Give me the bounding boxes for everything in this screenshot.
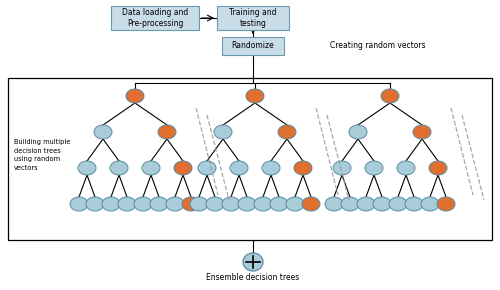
- Ellipse shape: [341, 197, 359, 211]
- Ellipse shape: [86, 197, 104, 211]
- Text: Creating random vectors: Creating random vectors: [330, 41, 426, 50]
- Text: Data loading and
Pre-processing: Data loading and Pre-processing: [122, 8, 188, 28]
- Ellipse shape: [389, 197, 407, 211]
- Ellipse shape: [333, 161, 351, 175]
- Ellipse shape: [118, 197, 136, 211]
- Bar: [8, 78, 492, 240]
- Text: Ensemble decision trees: Ensemble decision trees: [206, 273, 300, 282]
- Ellipse shape: [429, 161, 447, 175]
- Ellipse shape: [158, 125, 176, 139]
- Ellipse shape: [243, 253, 263, 271]
- Ellipse shape: [174, 161, 192, 175]
- Ellipse shape: [413, 125, 431, 139]
- Ellipse shape: [397, 161, 415, 175]
- Ellipse shape: [78, 161, 96, 175]
- Ellipse shape: [110, 161, 128, 175]
- Ellipse shape: [70, 197, 88, 211]
- Ellipse shape: [381, 89, 399, 103]
- Text: Building multiple
decision trees
using random
vectors: Building multiple decision trees using r…: [14, 139, 70, 171]
- Ellipse shape: [294, 161, 312, 175]
- Ellipse shape: [134, 197, 152, 211]
- Ellipse shape: [278, 125, 296, 139]
- FancyBboxPatch shape: [111, 6, 199, 30]
- Ellipse shape: [325, 197, 343, 211]
- Ellipse shape: [214, 125, 232, 139]
- Ellipse shape: [190, 197, 208, 211]
- Ellipse shape: [198, 161, 216, 175]
- FancyBboxPatch shape: [217, 6, 289, 30]
- Ellipse shape: [349, 125, 367, 139]
- Ellipse shape: [102, 197, 120, 211]
- Ellipse shape: [182, 197, 200, 211]
- Ellipse shape: [222, 197, 240, 211]
- Ellipse shape: [142, 161, 160, 175]
- Ellipse shape: [270, 197, 288, 211]
- Ellipse shape: [357, 197, 375, 211]
- Ellipse shape: [286, 197, 304, 211]
- Ellipse shape: [373, 197, 391, 211]
- Ellipse shape: [405, 197, 423, 211]
- Ellipse shape: [262, 161, 280, 175]
- Text: Randomize: Randomize: [232, 41, 274, 50]
- Ellipse shape: [230, 161, 248, 175]
- Ellipse shape: [94, 125, 112, 139]
- FancyBboxPatch shape: [222, 37, 284, 55]
- Ellipse shape: [150, 197, 168, 211]
- Text: Training and
testing: Training and testing: [229, 8, 277, 28]
- Ellipse shape: [246, 89, 264, 103]
- Ellipse shape: [238, 197, 256, 211]
- Ellipse shape: [126, 89, 144, 103]
- Ellipse shape: [421, 197, 439, 211]
- Ellipse shape: [302, 197, 320, 211]
- Ellipse shape: [437, 197, 455, 211]
- Ellipse shape: [166, 197, 184, 211]
- Ellipse shape: [254, 197, 272, 211]
- Ellipse shape: [365, 161, 383, 175]
- Ellipse shape: [206, 197, 224, 211]
